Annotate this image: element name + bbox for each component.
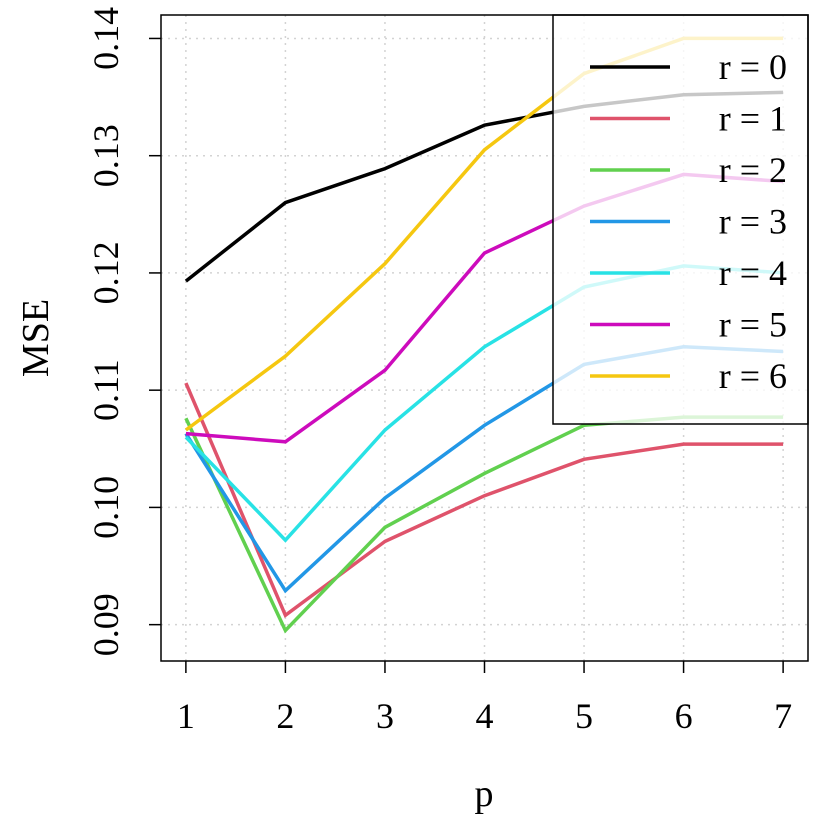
legend-label-4: r = 4 <box>719 253 787 293</box>
y-tick-label: 0.11 <box>86 359 126 421</box>
x-tick-label: 2 <box>276 696 294 736</box>
y-tick-label: 0.13 <box>86 124 126 187</box>
legend-label-6: r = 6 <box>719 356 787 396</box>
x-tick-label: 6 <box>675 696 693 736</box>
x-tick-label: 5 <box>575 696 593 736</box>
legend-label-5: r = 5 <box>719 305 787 345</box>
series-line-1 <box>184 382 784 619</box>
legend-label-3: r = 3 <box>719 202 787 242</box>
y-tick-label: 0.14 <box>86 7 126 70</box>
x-tick-label: 1 <box>177 696 195 736</box>
x-tick-label: 3 <box>376 696 394 736</box>
axes: 1 2 3 4 5 6 7 0.09 0.10 0.11 0.12 0.13 0.14 <box>86 7 809 736</box>
y-tick-label: 0.09 <box>86 593 126 656</box>
legend-label-2: r = 2 <box>719 150 787 190</box>
legend-label-0: r = 0 <box>719 47 787 87</box>
y-tick-label: 0.12 <box>86 241 126 304</box>
legend: r = 0 r = 1 r = 2 r = 3 r = 4 r = 5 r = 6 <box>552 14 809 425</box>
legend-box <box>552 14 809 425</box>
x-axis-label: p <box>475 773 494 815</box>
x-tick-label: 7 <box>774 696 792 736</box>
y-tick-label: 0.10 <box>86 476 126 539</box>
x-tick-label: 4 <box>476 696 494 736</box>
y-axis-label: MSE <box>15 299 57 377</box>
legend-label-1: r = 1 <box>719 99 787 139</box>
